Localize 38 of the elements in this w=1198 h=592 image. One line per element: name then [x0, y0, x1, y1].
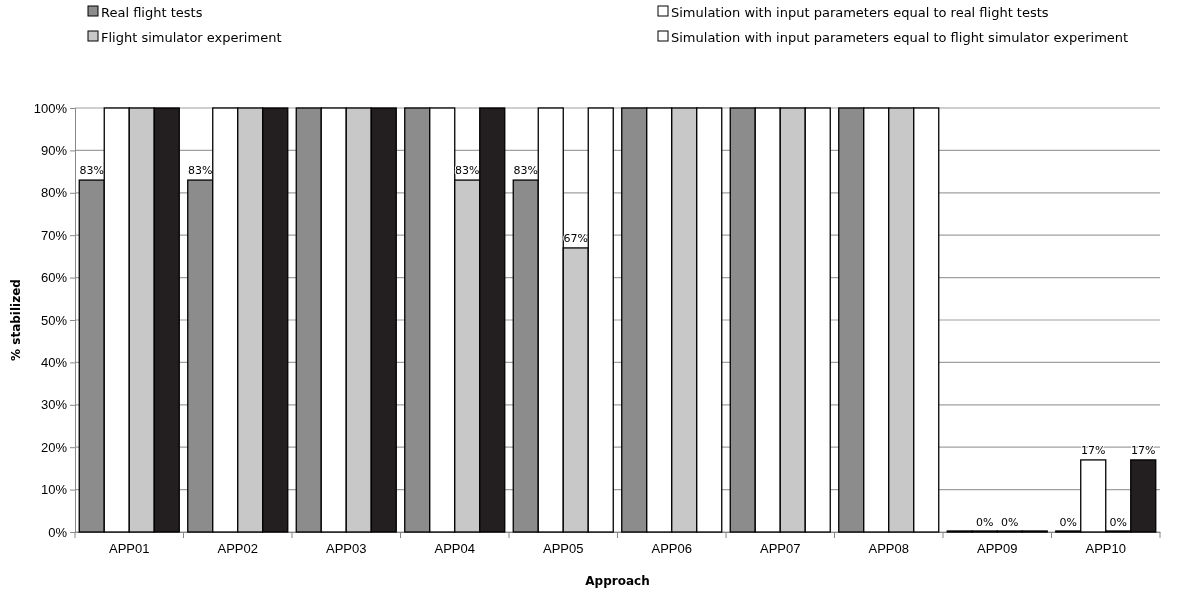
y-tick-label: 90% [40, 143, 68, 159]
y-tick-label: 50% [40, 312, 68, 328]
x-tick-label: APP09 [977, 541, 1018, 557]
x-tick-label: APP10 [1085, 541, 1126, 557]
x-tick-label: APP01 [109, 541, 150, 557]
y-tick-label: 70% [40, 227, 68, 243]
y-tick-label: 0% [48, 524, 68, 540]
legend-label: Simulation with input parameters equal to real flight tests [671, 5, 1049, 20]
x-tick-label: APP08 [868, 541, 909, 557]
data-label: 83% [188, 164, 213, 178]
y-tick-label: 10% [40, 482, 68, 498]
y-tick-label: 100% [33, 100, 68, 116]
legend-label: Real flight tests [101, 5, 203, 20]
legend-label: Simulation with input parameters equal to flight simulator experiment [671, 30, 1129, 45]
x-tick-label: APP02 [217, 541, 258, 557]
data-label: 83% [79, 164, 104, 178]
data-label: 0% [1001, 516, 1019, 529]
y-tick-label: 20% [40, 439, 68, 455]
data-label: 17% [1131, 443, 1156, 457]
x-tick-label: APP05 [543, 541, 584, 557]
y-tick-label: 40% [40, 355, 68, 371]
data-label: 0% [1109, 516, 1127, 529]
y-axis-title: % stabilized [9, 279, 23, 361]
data-label: 83% [513, 164, 538, 178]
x-tick-label: APP07 [760, 541, 801, 557]
y-tick-label: 80% [40, 185, 68, 201]
data-label: 0% [1059, 516, 1077, 529]
data-label: 67% [563, 231, 588, 245]
y-tick-label: 60% [40, 270, 68, 286]
data-label: 17% [1081, 443, 1106, 457]
legend-label: Flight simulator experiment [101, 30, 282, 45]
x-tick-label: APP03 [326, 541, 367, 557]
x-tick-label: APP06 [651, 541, 692, 557]
x-tick-label: APP04 [434, 541, 475, 557]
x-axis-title: Approach [585, 574, 650, 588]
y-tick-label: 30% [40, 397, 68, 413]
data-label: 0% [976, 516, 994, 529]
data-label: 83% [455, 164, 480, 178]
